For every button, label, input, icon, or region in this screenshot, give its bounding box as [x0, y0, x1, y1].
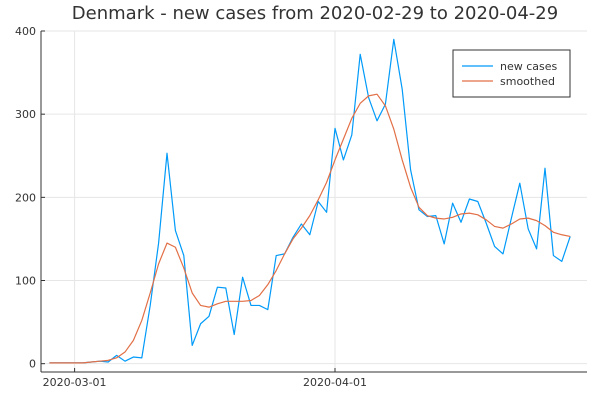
series-line-smoothed — [49, 93, 571, 364]
x-tick-label: 2020-04-01 — [303, 376, 367, 389]
axes: 0 100 200 300 400 2020-03-01 2020-04-01 — [15, 25, 587, 389]
legend-label-smoothed: smoothed — [500, 75, 555, 88]
series-layer — [49, 38, 571, 364]
y-tick-label: 0 — [29, 358, 36, 371]
chart-title: Denmark - new cases from 2020-02-29 to 2… — [72, 3, 558, 24]
x-tick-label: 2020-03-01 — [43, 376, 107, 389]
y-tick-label: 300 — [15, 108, 36, 121]
series-line-new-cases — [49, 38, 571, 364]
y-tick-label: 200 — [15, 191, 36, 204]
legend-box — [452, 49, 571, 98]
y-tick-label: 400 — [15, 25, 36, 38]
legend-label-new-cases: new cases — [500, 60, 558, 73]
legend: new cases smoothed — [452, 49, 571, 98]
y-tick-label: 100 — [15, 275, 36, 288]
grid — [41, 30, 587, 372]
